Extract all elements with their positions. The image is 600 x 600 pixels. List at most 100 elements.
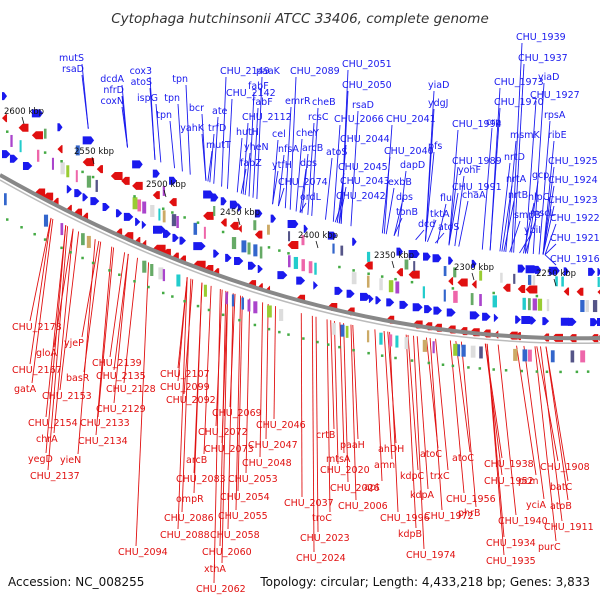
tick-label: 2300 kbp — [454, 263, 494, 273]
reverse-gene-label: kdpC — [400, 471, 425, 482]
forward-gene-label: CHU_2042 — [336, 191, 386, 202]
reverse-gene-label: apt — [364, 482, 380, 493]
forward-label-line — [434, 232, 445, 244]
forward-gene-arrow — [66, 185, 72, 194]
reverse-gene-arrow — [237, 224, 242, 233]
cog-mark — [171, 214, 177, 227]
reverse-gene-label: kdpA — [410, 490, 435, 501]
cog-mark — [4, 193, 7, 206]
gc-dot — [133, 195, 136, 198]
gc-dot — [6, 130, 9, 133]
reverse-label-line — [540, 346, 563, 522]
cog-mark — [267, 224, 270, 235]
gc-dot — [338, 345, 341, 349]
reverse-gene-label: CHU_2069 — [212, 408, 262, 419]
cog-mark — [36, 149, 40, 162]
forward-gene-arrow — [542, 317, 550, 326]
gc-dot — [91, 261, 95, 265]
forward-gene-label: CHU_1970 — [494, 97, 544, 108]
forward-label-line — [169, 120, 176, 169]
forward-gene-arrow — [597, 267, 600, 276]
forward-label-line — [240, 168, 247, 194]
reverse-label-line — [523, 345, 545, 500]
cog-mark — [308, 261, 313, 274]
gc-dot — [147, 285, 150, 289]
forward-gene-label: gcp — [532, 170, 549, 181]
forward-gene-label: cheY — [296, 128, 319, 139]
forward-label-line — [301, 153, 309, 214]
cog-mark — [142, 260, 147, 273]
forward-label-line — [519, 235, 531, 254]
forward-gene-label: rpsA — [544, 110, 566, 121]
reverse-gene-label: yieN — [60, 455, 81, 466]
forward-gene-label: CHU_1921 — [550, 233, 600, 244]
reverse-gene-arrow — [203, 211, 214, 220]
reverse-gene-arrow — [18, 123, 29, 132]
forward-gene-arrow — [135, 217, 141, 226]
forward-gene-label: tktA — [430, 209, 450, 220]
reverse-gene-arrow — [396, 268, 403, 277]
reverse-label-line — [497, 344, 517, 516]
gc-dot — [316, 340, 319, 344]
reverse-gene-label: CHU_2154 — [28, 418, 78, 429]
reverse-gene-label: CHU_2054 — [220, 492, 270, 503]
forward-gene-label: nfrD — [103, 85, 124, 96]
forward-label-line — [221, 76, 227, 187]
forward-gene-label: rcsC — [308, 112, 329, 123]
cog-mark — [443, 289, 446, 302]
cog-mark — [527, 349, 532, 362]
cog-mark — [279, 308, 284, 321]
forward-gene-label: CHU_1991 — [452, 182, 502, 193]
reverse-label-line — [95, 246, 113, 436]
forward-gene-arrow — [471, 259, 477, 268]
tick-mark — [163, 189, 167, 198]
forward-gene-arrow — [588, 267, 596, 276]
forward-label-line — [299, 202, 307, 213]
cog-mark — [86, 175, 92, 188]
gc-dot — [6, 218, 9, 221]
forward-gene-arrow — [433, 306, 442, 315]
gc-dot — [183, 299, 186, 303]
reverse-label-line — [177, 277, 188, 530]
reverse-gene-label: CHU_2153 — [42, 391, 92, 402]
reverse-label-line — [227, 293, 234, 530]
forward-gene-arrow — [408, 249, 420, 258]
reverse-gene-label: CHU_2024 — [296, 553, 346, 564]
reverse-gene-label: yegD — [28, 454, 53, 465]
reverse-gene-label: CHU_1972 — [424, 511, 474, 522]
forward-label-line — [272, 170, 279, 205]
gc-dot — [559, 370, 562, 374]
cog-mark — [388, 280, 394, 293]
reverse-gene-label: ompR — [176, 494, 204, 505]
reverse-gene-label: paaH — [340, 440, 365, 451]
reverse-gene-label: CHU_1938 — [484, 459, 534, 470]
reverse-gene-label: ahDH — [378, 444, 404, 455]
forward-gene-label: fabF — [248, 81, 269, 92]
reverse-label-line — [265, 304, 269, 440]
reverse-gene-label: CHU_2083 — [176, 474, 226, 485]
reverse-label-line — [383, 330, 393, 460]
cog-mark — [213, 205, 216, 216]
reverse-label-line — [77, 239, 96, 455]
forward-label-line — [426, 219, 437, 243]
reverse-gene-label: amn — [374, 460, 395, 471]
tick-label: 2250 kbp — [536, 269, 576, 279]
forward-gene-arrow — [82, 136, 95, 145]
reverse-label-line — [407, 334, 419, 471]
forward-label-line — [272, 139, 279, 205]
forward-gene-arrow — [386, 298, 395, 307]
forward-gene-arrow — [563, 267, 570, 276]
gc-dot — [118, 273, 121, 276]
cog-mark — [404, 259, 409, 270]
forward-gene-label: yohF — [458, 165, 481, 176]
ticks: 2600 kbp 2550 kbp 2500 kbp 2450 kbp 2400 kbp… — [4, 107, 576, 287]
gc-dot — [352, 348, 355, 352]
gc-dot — [520, 369, 523, 373]
forward-gene-label: ate — [212, 106, 228, 117]
forward-gene-arrow — [597, 318, 600, 327]
gc-dot — [394, 277, 397, 281]
forward-gene-arrow — [296, 276, 306, 285]
reverse-gene-arrow — [287, 241, 299, 250]
cog-mark — [51, 157, 54, 170]
